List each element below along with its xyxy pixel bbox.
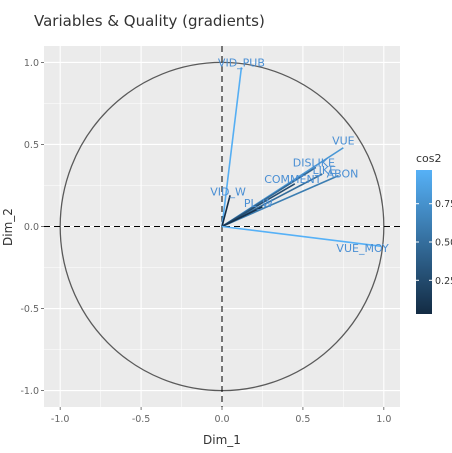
legend-colorbar: [416, 170, 432, 314]
label-vue: VUE: [332, 135, 355, 148]
variable-arrows: [221, 67, 381, 247]
legend-title: cos2: [416, 152, 442, 165]
label-vid-pub: VID_PUB: [218, 56, 265, 69]
arrow-abon: [221, 174, 339, 228]
x-tick-label: 1.0: [376, 414, 391, 425]
arrow-pl-w: [221, 206, 263, 228]
label-comment: COMMENT: [264, 173, 321, 186]
arrow-vid-pub: [221, 67, 243, 227]
label-abon: ABON: [327, 168, 359, 181]
y-tick-label: -1.0: [20, 386, 39, 397]
y-axis-title: Dim_2: [1, 208, 15, 246]
x-tick-label: -1.0: [51, 414, 70, 425]
axis-ticks: -1.0 -0.5 0.0 0.5 1.0 -1.0 -0.5 0.0 0.5 1.0: [20, 58, 391, 425]
label-vid-w: VID_W: [210, 185, 246, 198]
arrow-vue-moy: [221, 225, 381, 247]
arrow-vid-w: [221, 195, 231, 227]
y-tick-label: 1.0: [24, 58, 39, 69]
y-tick-label: -0.5: [20, 304, 39, 315]
x-tick-label: 0.0: [214, 414, 229, 425]
chart-title: Variables & Quality (gradients): [34, 12, 265, 30]
y-tick-label: 0.5: [24, 140, 39, 151]
x-axis-title: Dim_1: [203, 433, 241, 447]
x-tick-label: -0.5: [132, 414, 151, 425]
cos2-legend: cos2 0.25 0.50 0.75: [416, 152, 452, 314]
y-tick-label: 0.0: [24, 222, 39, 233]
legend-tick-label: 0.25: [435, 276, 452, 287]
label-like: LIKE: [313, 164, 337, 177]
arrow-comment: [221, 183, 296, 228]
label-vue-moy: VUE_MOY: [336, 242, 389, 255]
label-pl-w: PL_W: [244, 197, 273, 210]
legend-tick-label: 0.50: [435, 238, 452, 249]
x-tick-label: 0.5: [295, 414, 310, 425]
legend-tick-label: 0.75: [435, 199, 452, 210]
label-dislike: DISLIKE: [293, 156, 335, 169]
